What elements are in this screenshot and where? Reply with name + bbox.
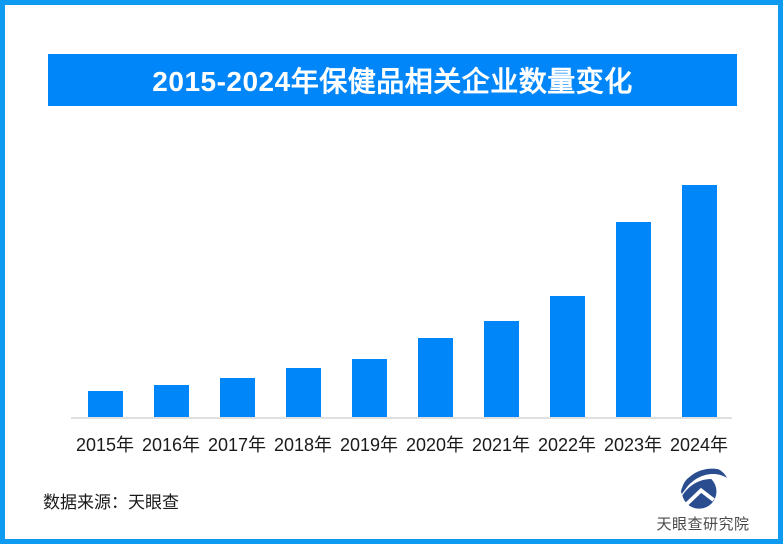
bar-2021年 — [483, 321, 519, 417]
bar-2022年 — [549, 296, 585, 417]
x-axis-labels: 2015年 2016年 2017年 2018年 2019年 2020年 2021年 2022年… — [72, 431, 732, 457]
data-source-text: 数据来源：天眼查 — [43, 493, 179, 512]
bar-2015年 — [87, 391, 123, 417]
x-tick-label: 2022年 — [537, 435, 597, 455]
tianyancha-eye-logo-icon — [678, 464, 728, 511]
bar-2017年 — [219, 378, 255, 417]
bar-2020年 — [417, 338, 453, 417]
x-tick-label: 2023年 — [603, 435, 663, 455]
x-tick-label: 2018年 — [273, 435, 333, 455]
x-tick-label: 2021年 — [471, 435, 531, 455]
x-tick-label: 2019年 — [339, 435, 399, 455]
chart-title-banner: 2015-2024年保健品相关企业数量变化 — [48, 54, 737, 106]
chart-title: 2015-2024年保健品相关企业数量变化 — [152, 66, 633, 97]
bar-2023年 — [615, 222, 651, 417]
x-axis-line — [71, 417, 732, 419]
bar-2019年 — [351, 359, 387, 417]
x-tick-label: 2024年 — [669, 435, 729, 455]
bar-2024年 — [681, 185, 717, 417]
bar-chart — [72, 185, 732, 417]
x-tick-label: 2020年 — [405, 435, 465, 455]
x-tick-label: 2015年 — [75, 435, 135, 455]
brand-logo: 天眼查研究院 — [653, 464, 753, 534]
brand-logo-text: 天眼查研究院 — [656, 516, 750, 533]
bar-2016年 — [153, 385, 189, 417]
x-tick-label: 2016年 — [141, 435, 201, 455]
bar-2018年 — [285, 368, 321, 417]
x-tick-label: 2017年 — [207, 435, 267, 455]
